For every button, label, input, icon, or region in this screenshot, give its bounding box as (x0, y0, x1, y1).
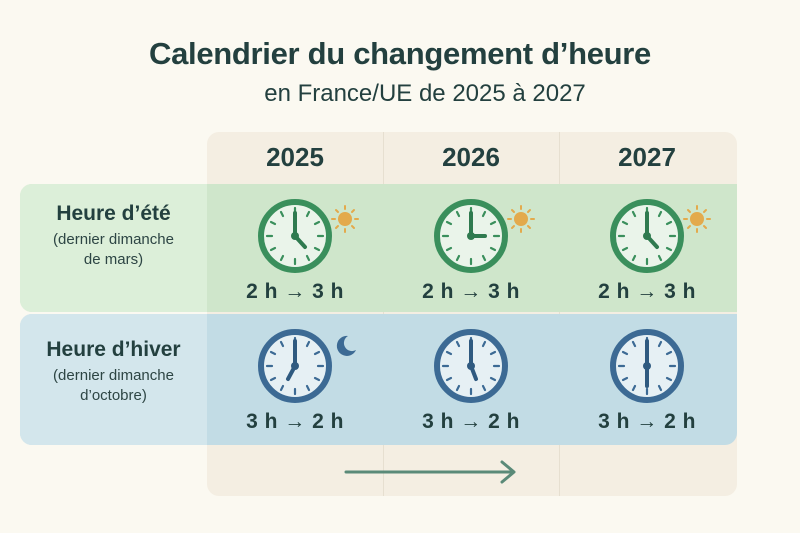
winter-cell-2025: 3 h → 2 h (207, 326, 383, 434)
clock-sun-icon (434, 199, 535, 273)
winter-cell-2026: 3 h → 2 h (383, 326, 559, 434)
time-change: 2 h → 3 h (246, 280, 344, 303)
summer-label-sub: (dernier dimanche de mars) (20, 230, 207, 270)
page-subtitle: en France/UE de 2025 à 2027 (264, 80, 586, 107)
arrow-right-icon (344, 460, 516, 484)
time-change: 2 h → 3 h (422, 280, 520, 303)
clock-sun-icon (258, 199, 359, 273)
clock-icon (610, 329, 684, 403)
winter-sub-line2: d’octobre) (80, 387, 147, 404)
time-change: 2 h → 3 h (598, 280, 696, 303)
winter-sub-line1: (dernier dimanche (53, 367, 174, 384)
summer-sub-line2: de mars) (83, 251, 144, 268)
summer-row-label: Heure d’été (dernier dimanche de mars) (20, 202, 207, 270)
summer-label-bg (20, 184, 207, 312)
sun-icon (507, 205, 535, 233)
year-header-2025: 2025 (266, 142, 324, 172)
page-title: Calendrier du changement d’heure (148, 36, 651, 71)
clock-sun-icon (610, 199, 711, 273)
winter-label: Heure d’hiver (46, 338, 181, 361)
time-change: 3 h → 2 h (598, 410, 696, 433)
winter-label-sub: (dernier dimanche d’octobre) (20, 366, 207, 406)
summer-cell-2026: 2 h → 3 h (383, 196, 559, 304)
year-header-2027: 2027 (618, 142, 676, 172)
summer-sub-line1: (dernier dimanche (53, 231, 174, 248)
sun-icon (331, 205, 359, 233)
summer-label: Heure d’été (56, 202, 171, 225)
summer-cell-2027: 2 h → 3 h (559, 196, 735, 304)
clock-icon (434, 329, 508, 403)
moon-icon (336, 335, 356, 356)
time-change: 3 h → 2 h (422, 410, 520, 433)
winter-cell-2027: 3 h → 2 h (559, 326, 735, 434)
sun-icon (683, 205, 711, 233)
clock-moon-icon (258, 329, 356, 403)
summer-cell-2025: 2 h → 3 h (207, 196, 383, 304)
winter-label-bg (20, 314, 207, 445)
year-header-2026: 2026 (442, 142, 500, 172)
time-change: 3 h → 2 h (246, 410, 344, 433)
winter-row-label: Heure d’hiver (dernier dimanche d’octobr… (20, 338, 207, 406)
